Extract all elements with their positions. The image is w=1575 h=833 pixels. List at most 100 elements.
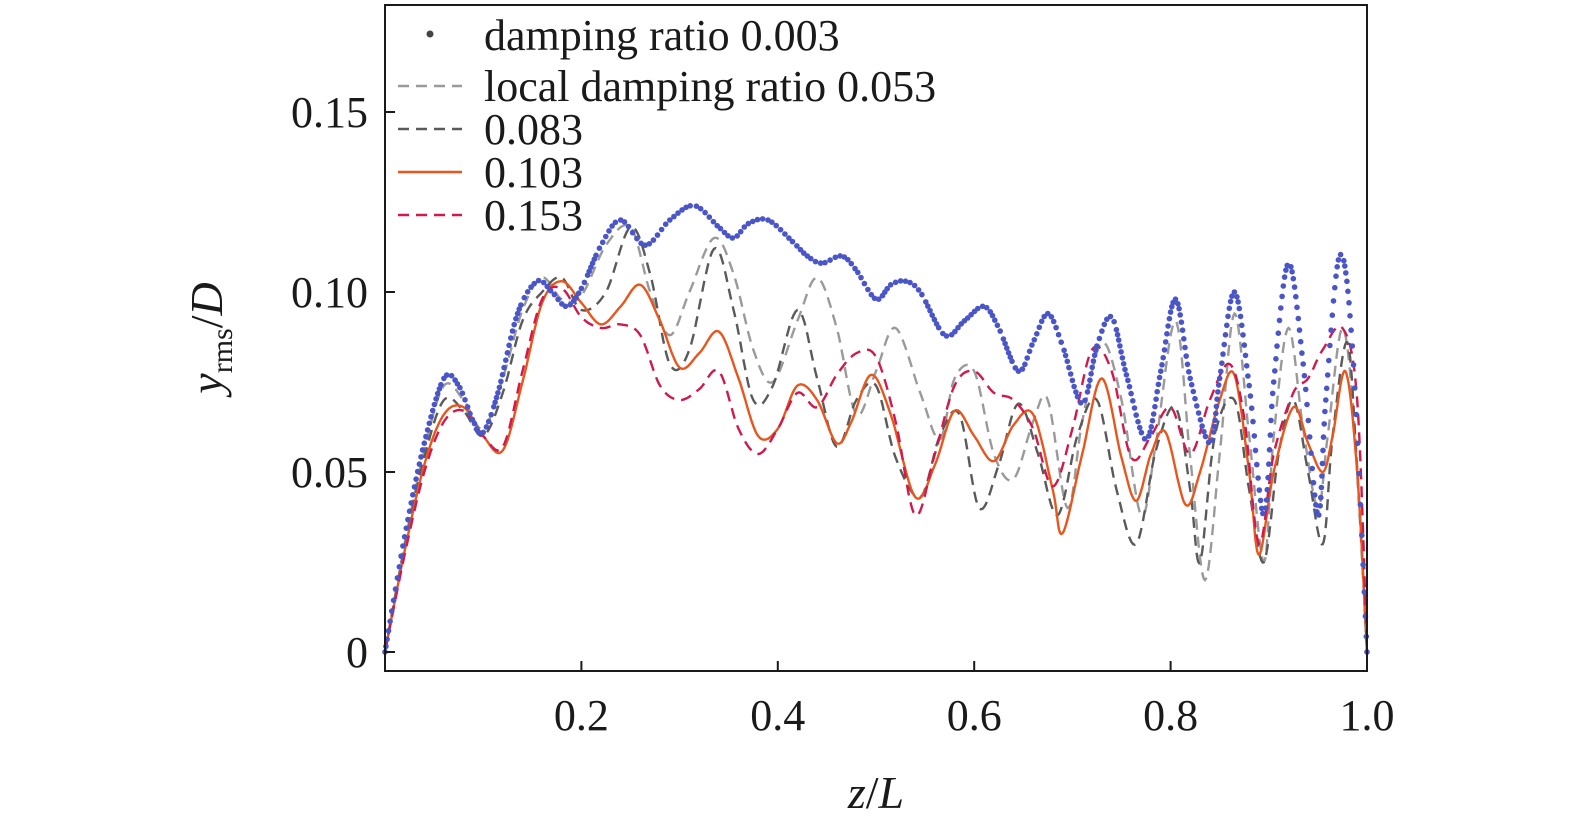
series-0-point <box>1148 424 1155 430</box>
series-0-point <box>1073 389 1079 395</box>
series-0-point <box>1199 423 1205 429</box>
series-0-point <box>1226 305 1233 312</box>
series-0-point <box>1222 332 1229 338</box>
series-0-point <box>1272 368 1278 374</box>
series-0-point <box>1162 339 1169 345</box>
series-0-point <box>1335 257 1342 263</box>
series-0-point <box>506 342 512 349</box>
series-0-point <box>1182 344 1188 351</box>
y-axis-sep: / <box>181 315 232 328</box>
series-0-point <box>710 218 717 225</box>
series-0-point <box>717 225 724 232</box>
series-0-point <box>1309 465 1315 472</box>
series-0-point <box>1092 347 1099 354</box>
series-0-point <box>1274 343 1280 349</box>
series-0-point <box>433 396 439 402</box>
series-0-point <box>423 433 429 440</box>
series-0-point <box>1088 371 1094 377</box>
legend-label: 0.083 <box>484 105 583 154</box>
x-axis-sep: / <box>866 767 879 818</box>
series-0-point <box>1258 505 1265 512</box>
series-0-point <box>662 221 669 227</box>
series-0-point <box>1064 358 1071 365</box>
series-0-point <box>531 280 537 287</box>
x-tick-label: 0.6 <box>947 691 1002 740</box>
legend-label: 0.153 <box>484 191 583 240</box>
series-0-point <box>596 245 603 251</box>
series-0-point <box>1005 350 1012 356</box>
series-0-point <box>1165 323 1171 329</box>
series-0-point <box>1149 417 1156 424</box>
series-0-point <box>745 220 752 227</box>
series-0-point <box>405 516 411 523</box>
series-0-point <box>855 269 861 276</box>
series-0-point <box>488 411 495 418</box>
series-0-point <box>1342 263 1348 269</box>
series-0-point <box>498 378 504 385</box>
series-0-point <box>1353 411 1359 418</box>
series-0-point <box>1266 447 1273 453</box>
series-0-point <box>1360 561 1366 568</box>
series-0-point <box>1062 352 1069 359</box>
series-0-point <box>697 205 704 212</box>
series-0-point <box>1036 324 1043 331</box>
series-0-point <box>1048 314 1055 320</box>
series-0-point <box>1154 388 1160 395</box>
series-0-point <box>1186 369 1192 375</box>
series-0-point <box>1321 421 1327 427</box>
series-0-point <box>385 628 392 634</box>
series-0-point <box>410 492 416 498</box>
series-0-point <box>1273 356 1279 362</box>
series-0-point <box>483 424 490 430</box>
series-0-point <box>1181 336 1187 342</box>
series-0-point <box>1184 361 1191 368</box>
series-0-point <box>1167 309 1174 315</box>
series-0-point <box>1270 379 1277 385</box>
series-0-point <box>567 302 573 308</box>
series-0-point <box>667 217 673 223</box>
series-0-point <box>1329 312 1336 319</box>
series-0-point <box>485 418 492 425</box>
series-0-point <box>1179 327 1186 334</box>
series-0-point <box>547 288 554 294</box>
series-0-point <box>1346 300 1352 306</box>
series-0-point <box>1061 347 1067 354</box>
series-0-point <box>812 258 819 265</box>
series-0-point <box>1345 288 1351 295</box>
series-0-point <box>646 241 653 247</box>
series-0-point <box>609 223 615 229</box>
series-0-point <box>848 260 855 267</box>
series-0-point <box>603 233 609 240</box>
series-0-point <box>1320 447 1326 454</box>
legend-label: damping ratio 0.003 <box>484 11 840 60</box>
series-0-point <box>1176 305 1182 312</box>
series-0-point <box>734 233 740 239</box>
series-0-point <box>675 210 681 216</box>
series-0-point <box>1101 321 1108 328</box>
series-0-point <box>955 324 961 331</box>
series-3-line <box>383 279 1369 653</box>
series-0-point <box>650 237 657 243</box>
series-0-point <box>1082 397 1088 404</box>
series-0-point <box>1291 284 1298 290</box>
series-0-point <box>406 508 413 514</box>
legend-entry: local damping ratio 0.053 <box>398 62 936 111</box>
series-0-point <box>535 277 542 284</box>
series-0-point <box>1024 355 1030 361</box>
series-0-point <box>1133 412 1139 418</box>
series-0-point <box>1333 273 1339 280</box>
series-0-point <box>654 232 661 238</box>
series-0-point <box>1296 327 1303 333</box>
series-0-point <box>495 390 501 396</box>
series-0-point <box>1227 298 1234 305</box>
x-axis-denom: L <box>878 767 905 818</box>
series-0-point <box>457 384 463 391</box>
series-0-point <box>1161 347 1168 353</box>
series-0-point <box>1343 270 1349 276</box>
series-0-point <box>1085 383 1092 390</box>
series-0-point <box>782 231 788 237</box>
series-0-point <box>509 328 516 334</box>
series-0-point <box>817 260 824 266</box>
series-0-point <box>462 397 468 403</box>
